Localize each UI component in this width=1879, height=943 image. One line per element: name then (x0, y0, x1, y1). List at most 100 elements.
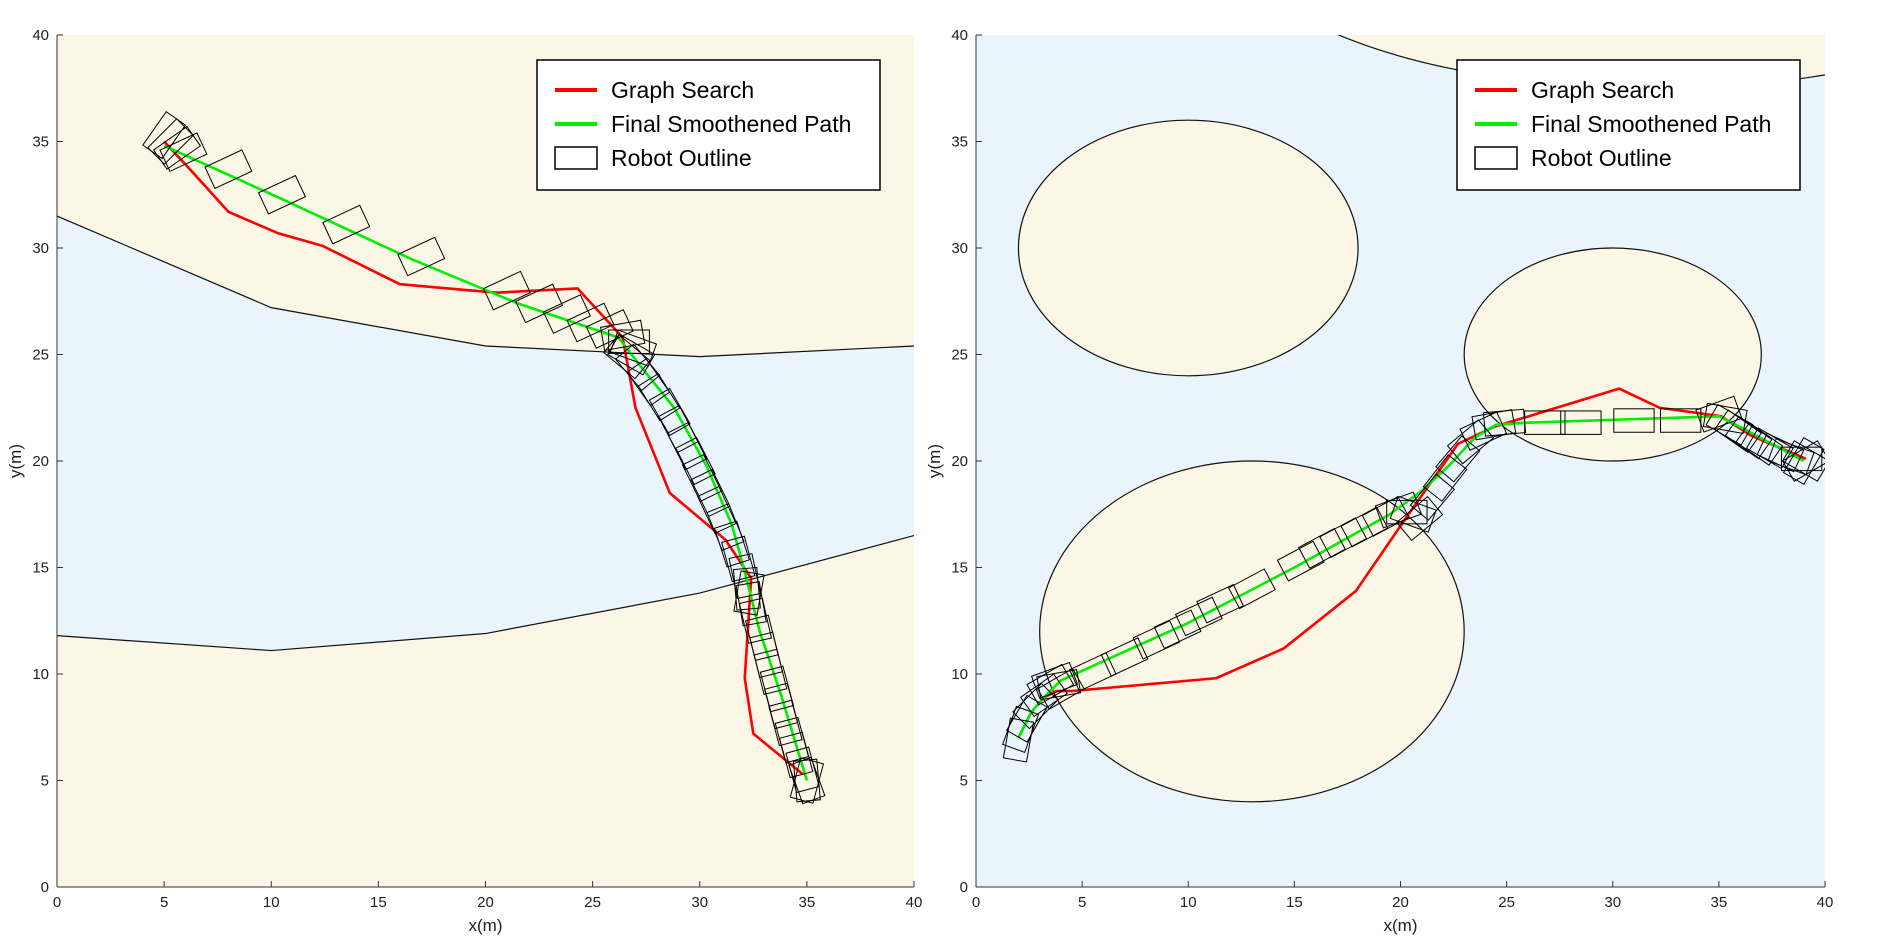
x-tick-label: 25 (584, 894, 601, 911)
y-axis-label: y(m) (925, 444, 944, 478)
robot-outline-marker (1068, 652, 1117, 692)
robot-outline-marker (1276, 540, 1325, 582)
robot-outline-marker (697, 485, 737, 535)
x-tick-label: 5 (1078, 894, 1086, 911)
robot-outline-marker (1782, 436, 1825, 486)
robot-outline-marker (753, 648, 788, 696)
legend-label-smoothened-path: Final Smoothened Path (1531, 111, 1771, 137)
robot-outline-marker (147, 118, 194, 165)
robot-outline-marker (1132, 620, 1181, 660)
robot-outline-marker (1386, 499, 1428, 525)
legend: Graph Search Final Smoothened Path Robot… (536, 59, 881, 191)
robot-outline-marker (397, 236, 446, 277)
legend-label-robot-outline: Robot Outline (611, 145, 752, 171)
y-axis-label: y(m) (6, 444, 25, 478)
robot-outline-marker (1435, 435, 1481, 483)
robot-outline-marker (738, 597, 773, 644)
robot-outline-marker (1153, 609, 1202, 650)
robot-outline-marker (257, 174, 307, 215)
robot-outline-marker (607, 333, 656, 376)
robot-outline-marker (1227, 568, 1276, 610)
robot-outline-marker (152, 125, 202, 170)
robot-outline-marker (1613, 408, 1655, 433)
y-tick-label: 20 (951, 453, 968, 470)
robot-outline-marker (681, 453, 723, 503)
x-tick-label: 15 (370, 894, 387, 911)
robot-outline-marker (706, 503, 745, 551)
robot-outline-marker (542, 294, 591, 334)
robot-outline-marker (1459, 411, 1508, 451)
robot-outline-marker (566, 302, 615, 343)
legend-label-graph-search: Graph Search (611, 77, 754, 103)
robot-outline-marker (778, 731, 814, 779)
terrain-boundary-lower (57, 534, 914, 652)
x-tick-label: 20 (477, 894, 494, 911)
robot-outline-marker (322, 204, 371, 245)
robot-outline-marker (721, 535, 756, 583)
y-tick-label: 30 (951, 240, 968, 257)
x-tick-label: 15 (1286, 894, 1303, 911)
x-tick-label: 5 (160, 894, 168, 911)
y-tick-label: 15 (951, 560, 968, 577)
robot-outline-marker (675, 436, 716, 486)
robot-outline-marker (1560, 410, 1602, 435)
robot-outline-marker (1471, 409, 1517, 441)
robot-outline-marker (666, 421, 708, 471)
x-axis-label: x(m) (469, 916, 503, 935)
robot-outline-marker (1361, 495, 1410, 537)
robot-outline-marker (1524, 410, 1566, 435)
sand-region-2 (1039, 460, 1465, 803)
y-tick-label: 10 (951, 666, 968, 683)
legend-label-robot-outline: Robot Outline (1531, 145, 1672, 171)
y-tick-label: 35 (951, 134, 968, 151)
left-path-plot: 0 5 10 15 20 25 30 35 40 0 5 10 15 20 25 30 35 40 x(m) y(… (6, 27, 922, 935)
robot-outline-marker (1735, 422, 1784, 466)
x-tick-label: 40 (906, 894, 923, 911)
y-tick-label: 15 (32, 560, 49, 577)
robot-outline-marker (1714, 409, 1762, 454)
robot-outline-marker (1724, 415, 1773, 460)
robot-outline-marker (1389, 495, 1437, 533)
legend-label-smoothened-path: Final Smoothened Path (611, 111, 851, 137)
legend: Graph Search Final Smoothened Path Robot… (1456, 59, 1801, 191)
plot-content (57, 111, 914, 805)
legend-swatch-robot-outline (1474, 146, 1518, 170)
x-tick-label: 0 (53, 894, 61, 911)
x-axis-label: x(m) (1384, 916, 1418, 935)
y-tick-label: 0 (41, 879, 49, 896)
x-tick-label: 25 (1498, 894, 1515, 911)
robot-outline-marker (1340, 506, 1389, 548)
water-region (57, 216, 914, 651)
x-tick-label: 20 (1392, 894, 1409, 911)
x-tick-label: 30 (1604, 894, 1621, 911)
y-tick-label: 40 (32, 27, 49, 44)
legend-swatch-robot-outline (554, 146, 598, 170)
y-tick-label: 25 (32, 347, 49, 364)
robot-outline-marker (1196, 583, 1244, 624)
x-tick-label: 35 (799, 894, 816, 911)
right-path-plot: 0 5 10 15 20 25 30 35 40 0 5 10 15 20 25 30 35 40 x(m) y(… (925, 27, 1833, 935)
robot-outline-marker (482, 270, 531, 311)
smoothened-path-line (1017, 414, 1805, 739)
y-tick-label: 10 (32, 666, 49, 683)
robot-outline-marker (599, 319, 646, 351)
y-tick-label: 30 (32, 240, 49, 257)
robot-outline-marker (609, 329, 658, 367)
sand-region-0 (1017, 119, 1359, 377)
robot-outline-marker (1012, 682, 1059, 730)
y-tick-label: 5 (960, 773, 968, 790)
x-tick-label: 10 (263, 894, 280, 911)
legend-label-graph-search: Graph Search (1531, 77, 1674, 103)
robot-outline-marker (1781, 440, 1825, 482)
robot-outline-marker (204, 149, 253, 190)
robot-outline-marker (1695, 395, 1743, 433)
robot-outline-marker (1409, 473, 1455, 521)
robot-outline-marker (1036, 667, 1085, 710)
robot-outline-marker (1660, 408, 1702, 433)
robot-outline-marker (713, 520, 750, 568)
y-tick-label: 35 (32, 134, 49, 151)
robot-outline-marker (732, 566, 761, 611)
y-tick-label: 25 (951, 347, 968, 364)
robot-outline-marker (788, 756, 826, 805)
